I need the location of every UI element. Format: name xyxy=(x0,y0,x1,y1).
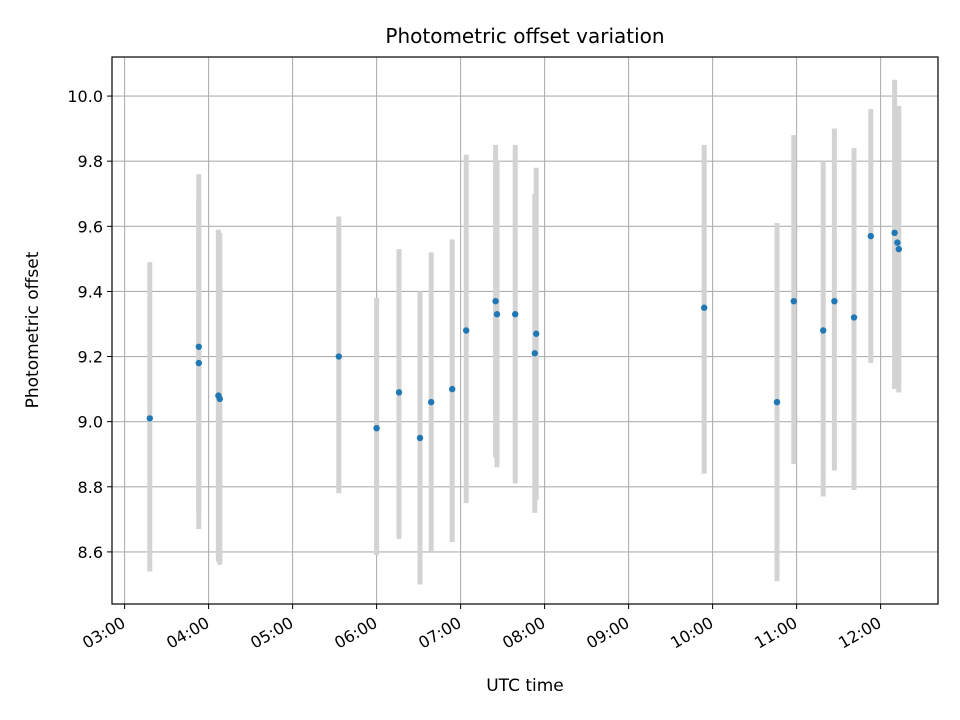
data-point xyxy=(195,359,202,367)
y-axis: 8.6 8.8 9.0 9.2 9.4 9.6 9.8 10.0 xyxy=(67,87,112,562)
data-point xyxy=(512,311,519,318)
data-point xyxy=(428,398,435,406)
y-tick-label: 9.2 xyxy=(78,348,103,367)
y-tick-label: 10.0 xyxy=(67,87,103,106)
data-point xyxy=(831,297,838,305)
data-point xyxy=(894,239,901,246)
data-point xyxy=(216,395,223,403)
y-tick-label: 8.6 xyxy=(78,543,103,562)
data-point xyxy=(373,424,380,432)
data-point xyxy=(395,389,403,396)
data-point xyxy=(416,434,424,442)
y-axis-label: Photometric offset xyxy=(23,251,43,408)
data-point xyxy=(492,297,499,305)
x-axis-label: UTC time xyxy=(486,676,564,696)
y-tick-label: 9.6 xyxy=(78,217,103,236)
data-point xyxy=(701,304,708,311)
data-point xyxy=(891,229,898,237)
data-point xyxy=(463,327,470,334)
data-point xyxy=(533,330,540,337)
data-point xyxy=(146,415,153,422)
y-tick-label: 8.8 xyxy=(78,478,103,497)
data-point xyxy=(493,311,501,318)
y-tick-label: 9.0 xyxy=(78,413,103,432)
data-point xyxy=(820,327,827,334)
y-tick-label: 9.8 xyxy=(78,152,103,171)
data-point xyxy=(895,245,902,253)
data-point xyxy=(195,343,202,350)
data-point xyxy=(790,297,797,305)
data-point xyxy=(335,353,342,360)
plot-frame xyxy=(111,56,939,605)
data-point xyxy=(531,350,538,357)
data-point xyxy=(850,314,858,321)
grid xyxy=(112,57,938,604)
data-point xyxy=(867,232,874,240)
data-points xyxy=(146,229,902,442)
chart-title: Photometric offset variation xyxy=(385,24,664,48)
y-tick-label: 9.4 xyxy=(78,282,103,301)
data-point xyxy=(773,398,781,406)
data-point xyxy=(449,385,456,393)
